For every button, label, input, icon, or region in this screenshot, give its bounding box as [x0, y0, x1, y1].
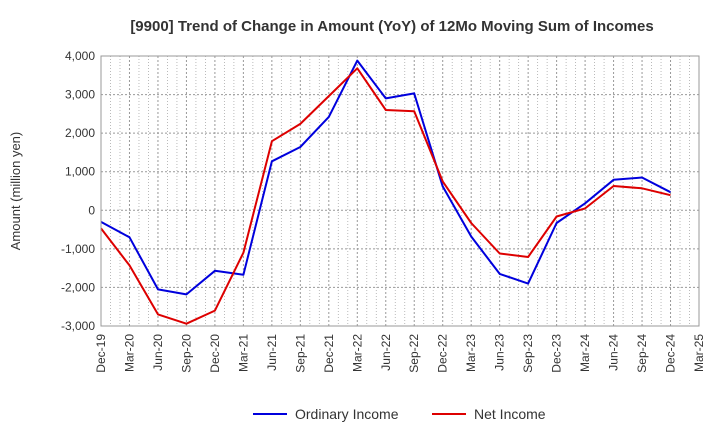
x-tick-label: Mar-20	[122, 334, 136, 372]
x-tick-label: Sep-22	[407, 334, 421, 373]
x-tick-label: Mar-22	[350, 334, 364, 372]
y-tick-label: 2,000	[65, 126, 95, 140]
y-axis-label: Amount (million yen)	[8, 132, 23, 251]
x-tick-label: Jun-22	[379, 334, 393, 371]
series-group	[100, 59, 671, 325]
legend: Ordinary Income Net Income	[253, 406, 546, 422]
x-tick-label: Dec-22	[436, 334, 450, 373]
x-tick-label: Dec-24	[664, 334, 678, 373]
x-tick-label: Sep-24	[635, 334, 649, 373]
x-tick-label: Jun-24	[607, 334, 621, 371]
chart-title: [9900] Trend of Change in Amount (YoY) o…	[130, 18, 653, 35]
y-tick-label: 1,000	[65, 165, 95, 179]
y-tick-label: 0	[88, 203, 95, 217]
x-tick-label: Dec-21	[322, 334, 336, 373]
y-axis: 4,000 3,000 2,000 1,000 0 -1,000 -2,000 -3,000	[61, 49, 95, 333]
y-tick-label: 3,000	[65, 88, 95, 102]
x-tick-label: Sep-20	[179, 334, 193, 373]
x-tick-label: Jun-21	[265, 334, 279, 371]
x-tick-label: Sep-23	[521, 334, 535, 373]
x-tick-label: Dec-23	[550, 334, 564, 373]
y-tick-label: -1,000	[61, 242, 95, 256]
x-tick-label: Mar-25	[692, 334, 706, 372]
x-tick-label: Sep-21	[293, 334, 307, 373]
x-tick-label: Mar-23	[464, 334, 478, 372]
x-tick-label: Jun-20	[151, 334, 165, 371]
y-tick-label: -3,000	[61, 319, 95, 333]
y-tick-label: 4,000	[65, 49, 95, 63]
x-tick-label: Jun-23	[493, 334, 507, 371]
x-tick-label: Mar-21	[236, 334, 250, 372]
legend-label: Net Income	[474, 406, 546, 422]
x-tick-label: Mar-24	[578, 334, 592, 372]
series-line-ordinary-income	[100, 59, 671, 296]
plot-border	[100, 55, 700, 327]
legend-label: Ordinary Income	[295, 406, 399, 422]
series-line-net-income	[100, 67, 671, 325]
x-tick-label: Dec-20	[208, 334, 222, 373]
grid	[101, 56, 699, 326]
x-axis: Dec-19 Mar-20 Jun-20 Sep-20 Dec-20 Mar-21 Jun-…	[94, 334, 706, 373]
y-tick-label: -2,000	[61, 280, 95, 294]
x-tick-label: Dec-19	[94, 334, 108, 373]
